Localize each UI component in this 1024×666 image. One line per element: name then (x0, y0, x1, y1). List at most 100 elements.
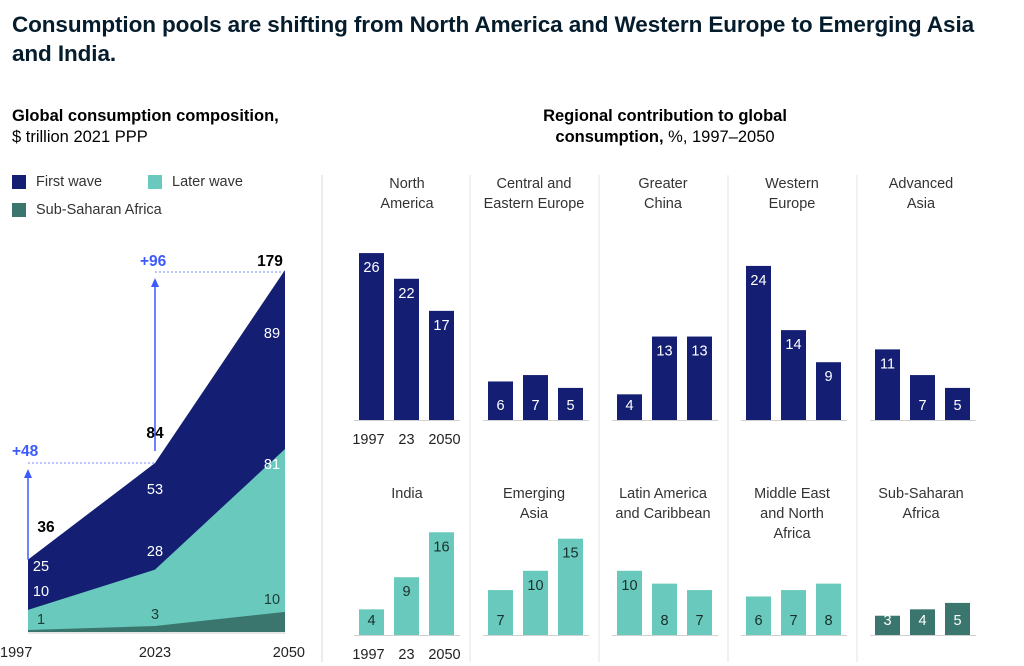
region-name-advanced-asia-line1: Advanced (889, 176, 954, 192)
region-name-latin-america-and-caribbean-line1: Latin America (619, 486, 708, 502)
bar-x-tick-india-1997: 1997 (352, 647, 384, 663)
region-name-greater-china-line2: China (644, 196, 683, 212)
bar-label-advanced-asia-23: 7 (918, 398, 926, 414)
bar-india-2050 (429, 532, 454, 635)
bar-chart-header-line2-unit: %, 1997–2050 (663, 128, 775, 146)
legend-swatch-later-wave (148, 175, 162, 189)
bar-label-central-and-eastern-europe-1997: 6 (496, 398, 504, 414)
bar-label-sub-saharan-africa-23: 4 (918, 613, 926, 629)
bar-emerging-asia-23 (523, 570, 548, 635)
area-label-first-wave-1997: 25 (33, 559, 49, 575)
bar-label-emerging-asia-23: 10 (527, 578, 543, 594)
area-total-1997: 36 (37, 519, 55, 536)
bar-greater-china-23 (652, 336, 677, 420)
bar-label-middle-east-and-north-africa-1997: 6 (754, 613, 762, 629)
region-name-north-america-line2: America (380, 196, 434, 212)
bar-label-latin-america-and-caribbean-2050: 7 (695, 613, 703, 629)
bar-label-latin-america-and-caribbean-23: 8 (660, 613, 668, 629)
bar-advanced-asia-23 (910, 375, 935, 420)
bar-label-india-2050: 16 (433, 539, 449, 555)
bar-north-america-23 (394, 278, 419, 420)
bar-sub-saharan-africa-23 (910, 609, 935, 635)
bar-x-tick-india-23: 23 (398, 647, 414, 663)
region-name-central-and-eastern-europe-line1: Central and (497, 176, 572, 192)
bar-chart-header: Regional contribution to global consumpt… (470, 106, 860, 148)
bar-label-western-europe-2050: 9 (824, 369, 832, 385)
area-ssa (28, 611, 285, 632)
bar-middle-east-and-north-africa-23 (781, 590, 806, 635)
region-name-emerging-asia-line1: Emerging (503, 486, 565, 502)
region-name-advanced-asia-line2: Asia (907, 196, 936, 212)
legend-label-first-wave: First wave (36, 174, 103, 190)
chart-title: Consumption pools are shifting from Nort… (12, 12, 975, 66)
increment-arrow-head-1997 (24, 469, 32, 479)
bar-central-and-eastern-europe-2050 (558, 387, 583, 420)
bar-label-latin-america-and-caribbean-1997: 10 (621, 578, 637, 594)
area-label-later-wave-1997: 10 (33, 584, 49, 600)
bar-india-23 (394, 577, 419, 635)
bar-latin-america-and-caribbean-2050 (687, 590, 712, 635)
region-name-western-europe-line2: Europe (769, 196, 816, 212)
bar-label-greater-china-1997: 4 (625, 398, 633, 414)
bar-advanced-asia-1997 (875, 349, 900, 420)
region-name-central-and-eastern-europe-line2: Eastern Europe (484, 196, 585, 212)
bar-x-tick-india-2050: 2050 (428, 647, 460, 663)
region-name-middle-east-and-north-africa-line1: Middle East (754, 486, 830, 502)
region-name-latin-america-and-caribbean-line2: and Caribbean (615, 506, 710, 522)
bar-emerging-asia-1997 (488, 590, 513, 635)
bar-label-north-america-1997: 26 (363, 260, 379, 276)
bar-greater-china-2050 (687, 336, 712, 420)
area-label-first-wave-2050: 89 (264, 326, 280, 342)
area-label-later-wave-2050: 81 (264, 457, 280, 473)
bar-label-central-and-eastern-europe-23: 7 (531, 398, 539, 414)
bar-label-central-and-eastern-europe-2050: 5 (566, 398, 574, 414)
bar-label-western-europe-23: 14 (785, 337, 801, 353)
bar-x-tick-north-america-1997: 1997 (352, 432, 384, 448)
bar-north-america-1997 (359, 253, 384, 420)
area-x-tick-2023: 2023 (139, 645, 171, 661)
legend-item-first-wave: First wave (12, 174, 102, 190)
bar-label-india-23: 9 (402, 584, 410, 600)
area-label-later-wave-2023: 28 (147, 544, 163, 560)
area-total-2050: 179 (257, 253, 283, 270)
bar-label-emerging-asia-1997: 7 (496, 613, 504, 629)
bar-western-europe-2050 (816, 362, 841, 420)
bar-label-sub-saharan-africa-2050: 5 (953, 613, 961, 629)
legend-item-later-wave: Later wave (148, 174, 243, 190)
region-name-western-europe-line1: Western (765, 176, 819, 192)
bar-india-1997 (359, 609, 384, 635)
area-label-ssa-2023: 3 (151, 607, 159, 623)
bar-label-india-1997: 4 (367, 613, 375, 629)
bar-label-sub-saharan-africa-1997: 3 (883, 613, 891, 629)
legend-item-ssa: Sub-Saharan Africa (12, 202, 162, 218)
bar-advanced-asia-2050 (945, 387, 970, 420)
bar-latin-america-and-caribbean-1997 (617, 570, 642, 635)
area-chart-header: Global consumption composition, $ trilli… (12, 106, 279, 148)
bar-central-and-eastern-europe-23 (523, 375, 548, 420)
bar-middle-east-and-north-africa-1997 (746, 596, 771, 635)
bar-label-western-europe-1997: 24 (750, 273, 766, 289)
bar-label-greater-china-23: 13 (656, 344, 672, 360)
bar-greater-china-1997 (617, 394, 642, 420)
area-label-ssa-1997: 1 (37, 612, 45, 628)
area-label-first-wave-2023: 53 (147, 482, 163, 498)
bar-x-tick-north-america-2050: 2050 (428, 432, 460, 448)
bar-label-emerging-asia-2050: 15 (562, 546, 578, 562)
area-x-tick-1997: 1997 (0, 645, 32, 661)
bar-western-europe-23 (781, 330, 806, 420)
bar-north-america-2050 (429, 310, 454, 420)
bar-x-tick-north-america-23: 23 (398, 432, 414, 448)
bar-middle-east-and-north-africa-2050 (816, 583, 841, 635)
region-name-india-line1: India (391, 486, 423, 502)
bar-label-advanced-asia-1997: 11 (880, 356, 895, 372)
increment-label-1997-2023: +48 (12, 443, 39, 460)
region-name-middle-east-and-north-africa-line2: and North (760, 506, 824, 522)
bar-label-greater-china-2050: 13 (691, 344, 707, 360)
region-name-emerging-asia-line2: Asia (520, 506, 549, 522)
legend-swatch-first-wave (12, 175, 26, 189)
region-name-greater-china-line1: Greater (638, 176, 687, 192)
bar-chart-header-line2-bold: consumption, (555, 128, 664, 146)
bar-label-north-america-23: 22 (398, 286, 414, 302)
increment-label-2023-2050: +96 (140, 253, 167, 270)
